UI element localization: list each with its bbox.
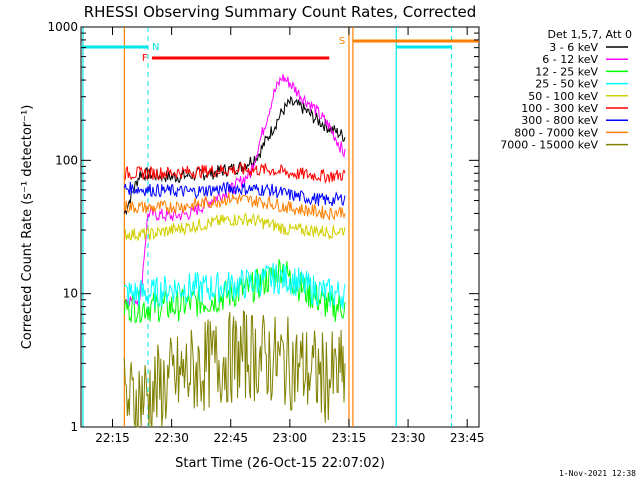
- footer-date: 1-Nov-2021 12:38: [559, 469, 636, 478]
- x-tick-label-5: 23:30: [391, 431, 426, 445]
- x-tick-label-6: 23:45: [450, 431, 485, 445]
- series-line-0: [123, 95, 346, 216]
- plot-frame: [80, 26, 480, 428]
- x-axis-label: Start Time (26-Oct-15 22:07:02): [175, 456, 385, 471]
- series-line-3: [123, 262, 346, 310]
- legend-item-3: 25 - 50 keV: [535, 78, 598, 91]
- y-tick-label-1: 10: [63, 287, 78, 301]
- series-line-7: [123, 192, 346, 222]
- legend-header: Det 1,5,7, Att 0: [548, 28, 632, 41]
- legend-item-6: 300 - 800 keV: [521, 114, 598, 127]
- x-tick-label-2: 22:45: [213, 431, 248, 445]
- legend-item-2: 12 - 25 keV: [535, 65, 598, 78]
- plot-area: [80, 26, 480, 428]
- y-tick-label-3: 1000: [47, 20, 78, 34]
- y-axis-ticks: 1 10 100 1000: [47, 20, 479, 434]
- legend-item-5: 100 - 300 keV: [521, 102, 598, 115]
- series-line-8: [123, 310, 346, 428]
- legend-item-8: 7000 - 15000 keV: [500, 139, 598, 152]
- y-tick-label-2: 100: [55, 153, 78, 167]
- series-line-4: [123, 212, 346, 241]
- x-tick-label-3: 23:00: [273, 431, 308, 445]
- series-line-2: [123, 259, 346, 323]
- flag-label-s: S: [339, 36, 345, 47]
- series-layer: [123, 74, 346, 428]
- y-axis-label: Corrected Count Rate (s⁻¹ detector⁻¹): [20, 105, 35, 350]
- x-tick-label-4: 23:15: [332, 431, 367, 445]
- x-axis-ticks: 22:15 22:30 22:45 23:00 23:15 23:30 23:45: [95, 27, 484, 445]
- legend-item-4: 50 - 100 keV: [528, 90, 598, 103]
- chart-title: RHESSI Observing Summary Count Rates, Co…: [84, 3, 477, 21]
- x-tick-label-0: 22:15: [95, 431, 130, 445]
- flag-label-f: F: [142, 53, 148, 64]
- y-tick-label-0: 1: [70, 420, 78, 434]
- series-line-5: [124, 162, 346, 184]
- series-line-1: [123, 74, 346, 308]
- x-tick-label-1: 22:30: [154, 431, 189, 445]
- legend-item-1: 6 - 12 keV: [542, 53, 598, 66]
- series-line-6: [123, 181, 346, 207]
- legend-item-7: 800 - 7000 keV: [514, 126, 598, 139]
- flag-label-n: N: [152, 42, 159, 53]
- legend-item-0: 3 - 6 keV: [549, 41, 598, 54]
